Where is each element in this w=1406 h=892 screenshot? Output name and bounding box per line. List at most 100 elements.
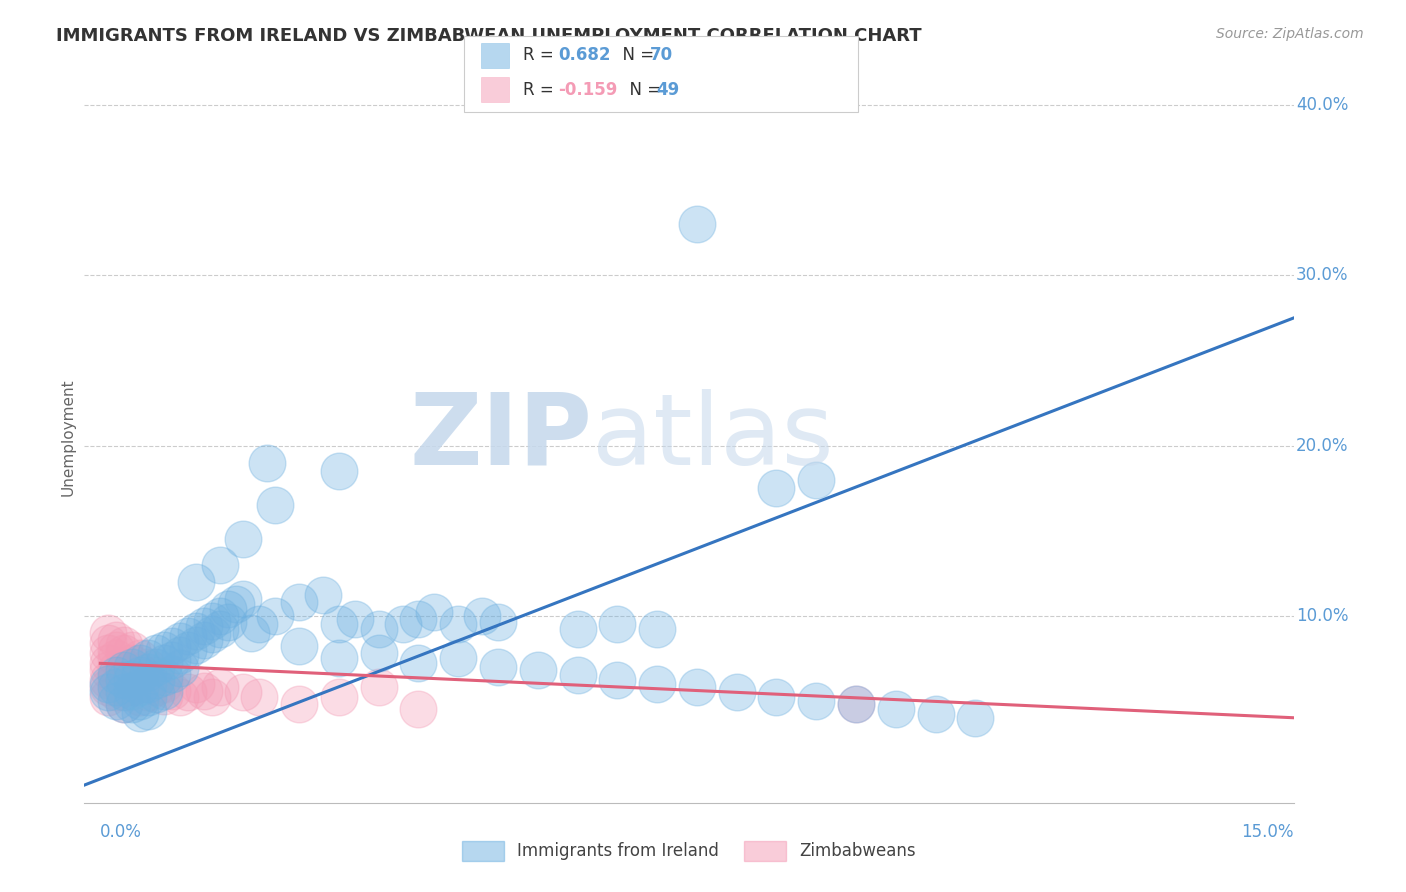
Point [129, 690, 152, 705]
Point [112, 646, 135, 660]
Point [208, 608, 231, 623]
Point [97, 673, 120, 688]
Text: R =: R = [523, 81, 560, 99]
Point [765, 690, 787, 705]
Point [145, 680, 167, 694]
Point [136, 665, 159, 679]
Point [129, 657, 152, 671]
Point [136, 659, 159, 673]
Point [153, 642, 176, 657]
Point [447, 617, 470, 632]
Point [112, 638, 135, 652]
Point [129, 706, 152, 720]
Point [201, 627, 224, 641]
Point [288, 640, 311, 654]
Point [153, 657, 176, 671]
Point [97, 680, 120, 694]
Point [97, 657, 120, 671]
Point [486, 659, 509, 673]
Point [121, 657, 143, 671]
Point [136, 690, 159, 705]
Point [121, 659, 143, 673]
Text: atlas: atlas [592, 389, 834, 485]
Point [328, 464, 350, 478]
Point [686, 218, 709, 232]
Point [217, 615, 239, 630]
Point [153, 670, 176, 684]
Point [232, 591, 254, 606]
Text: 30.0%: 30.0% [1296, 267, 1348, 285]
Point [264, 608, 287, 623]
Text: 0.0%: 0.0% [100, 823, 142, 841]
Text: 10.0%: 10.0% [1296, 607, 1348, 624]
Point [408, 657, 430, 671]
Point [121, 683, 143, 698]
Point [112, 685, 135, 699]
Point [153, 677, 176, 691]
Point [806, 473, 828, 487]
Point [97, 685, 120, 699]
Point [447, 651, 470, 665]
Point [153, 683, 176, 698]
Point [177, 685, 200, 699]
Point [845, 697, 868, 711]
Point [965, 711, 987, 725]
Point [567, 622, 589, 636]
Point [208, 680, 231, 694]
Text: 15.0%: 15.0% [1241, 823, 1294, 841]
Point [177, 642, 200, 657]
Text: N =: N = [612, 46, 659, 64]
Point [112, 697, 135, 711]
Point [129, 665, 152, 679]
Point [112, 683, 135, 698]
Point [232, 685, 254, 699]
Point [145, 673, 167, 688]
Text: 20.0%: 20.0% [1296, 436, 1348, 455]
Point [193, 632, 215, 647]
Point [105, 663, 128, 677]
Point [208, 622, 231, 636]
Point [105, 673, 128, 688]
Point [686, 680, 709, 694]
Point [225, 597, 247, 611]
Point [765, 481, 787, 495]
Text: Source: ZipAtlas.com: Source: ZipAtlas.com [1216, 27, 1364, 41]
Point [240, 625, 263, 640]
Point [193, 619, 215, 633]
Text: 0.682: 0.682 [558, 46, 610, 64]
Point [408, 702, 430, 716]
Point [105, 694, 128, 708]
Point [288, 595, 311, 609]
Point [567, 668, 589, 682]
Point [367, 622, 389, 636]
Point [145, 659, 167, 673]
Point [160, 666, 183, 681]
Point [471, 608, 494, 623]
Point [328, 617, 350, 632]
Point [312, 588, 335, 602]
Point [121, 672, 143, 686]
Point [184, 624, 207, 638]
Point [112, 672, 135, 686]
Point [177, 629, 200, 643]
Point [486, 615, 509, 630]
Point [112, 659, 135, 673]
Point [136, 704, 159, 718]
Text: -0.159: -0.159 [558, 81, 617, 99]
Point [121, 697, 143, 711]
Point [645, 677, 668, 691]
Point [256, 456, 278, 470]
Point [105, 632, 128, 647]
Point [367, 646, 389, 660]
Point [169, 648, 191, 662]
Point [97, 636, 120, 650]
Point [924, 707, 946, 722]
Point [97, 646, 120, 660]
Point [845, 697, 868, 711]
Point [169, 634, 191, 648]
Point [160, 683, 183, 698]
Point [169, 690, 191, 705]
Point [184, 638, 207, 652]
Point [645, 622, 668, 636]
Text: N =: N = [619, 81, 666, 99]
